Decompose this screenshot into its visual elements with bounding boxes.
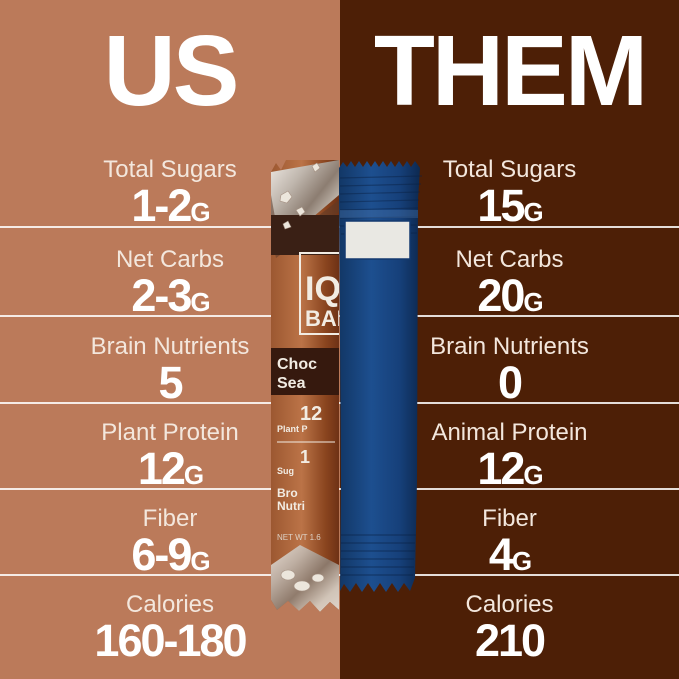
svg-text:Choc: Choc [277,356,317,373]
svg-text:Sea: Sea [277,375,306,392]
svg-text:Sug: Sug [277,466,294,476]
svg-text:NET WT 1.6: NET WT 1.6 [277,533,321,542]
svg-text:Bro: Bro [277,486,298,500]
svg-text:12: 12 [300,403,322,425]
svg-text:Plant P: Plant P [277,424,308,434]
svg-text:Nutri: Nutri [277,499,305,513]
svg-text:IQ: IQ [305,270,341,308]
svg-text:1: 1 [300,447,310,467]
